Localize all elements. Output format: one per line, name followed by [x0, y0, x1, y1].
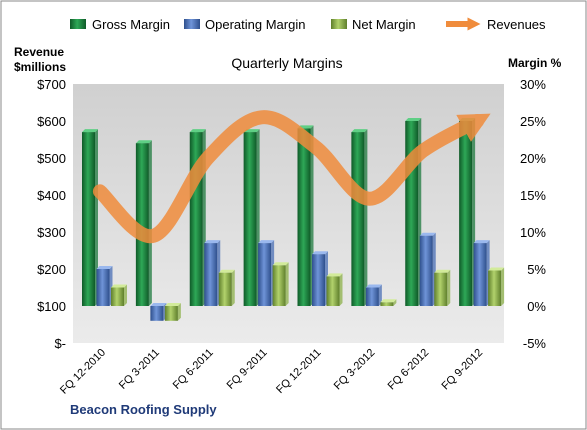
bar-net-margin: [326, 273, 343, 306]
bar-net-margin: [111, 284, 127, 306]
bar-gross-margin: [459, 118, 476, 306]
bar-net-margin: [434, 269, 451, 306]
left-axis-title-line1: Revenue: [14, 45, 64, 59]
bar-gross-margin: [243, 129, 260, 306]
legend-swatch-net-margin: [331, 19, 347, 29]
bar-operating-margin: [204, 240, 221, 306]
right-tick-label: 5%: [527, 262, 546, 277]
bar-gross-margin: [82, 129, 98, 306]
left-tick-label: $600: [37, 114, 66, 129]
bar-operating-margin: [150, 303, 167, 321]
bar-net-margin: [488, 267, 505, 306]
right-tick-label: -5%: [523, 336, 547, 351]
legend-swatch-operating-margin: [184, 19, 200, 29]
bar-net-margin: [164, 303, 181, 321]
left-tick-label: $100: [37, 299, 66, 314]
bar-net-margin: [218, 269, 235, 306]
legend-label-operating-margin: Operating Margin: [205, 17, 305, 32]
left-axis-title-line2: $millions: [14, 60, 66, 74]
right-tick-label: 30%: [520, 77, 546, 92]
right-axis-title: Margin %: [508, 56, 562, 70]
legend-swatch-gross-margin: [70, 19, 86, 29]
bar-gross-margin: [135, 140, 152, 306]
right-tick-label: 25%: [520, 114, 546, 129]
bar-net-margin: [380, 299, 397, 306]
left-tick-label: $-: [54, 336, 66, 351]
left-tick-label: $400: [37, 188, 66, 203]
bar-operating-margin: [419, 232, 436, 306]
bar-gross-margin: [297, 125, 314, 307]
legend: Gross Margin Operating Margin Net Margin…: [70, 17, 546, 32]
chart-title: Quarterly Margins: [231, 55, 342, 71]
bar-operating-margin: [312, 251, 328, 306]
bar-operating-margin: [96, 266, 113, 306]
legend-label-net-margin: Net Margin: [352, 17, 416, 32]
right-tick-label: 0%: [527, 299, 546, 314]
revenue-line-layer: [92, 110, 491, 243]
bars-layer: [82, 118, 505, 321]
left-axis-ticks: $- $100 $200 $300 $400 $500 $600 $700: [37, 77, 66, 351]
left-tick-label: $200: [37, 262, 66, 277]
bar-gross-margin: [351, 129, 368, 306]
right-tick-label: 15%: [520, 188, 546, 203]
right-axis-ticks: -5% 0% 5% 10% 15% 20% 25% 30%: [520, 77, 546, 351]
right-tick-label: 10%: [520, 225, 546, 240]
footer-company-name: Beacon Roofing Supply: [70, 402, 217, 417]
bar-net-margin: [272, 262, 289, 306]
legend-label-revenues: Revenues: [487, 17, 546, 32]
left-tick-label: $500: [37, 151, 66, 166]
right-tick-label: 20%: [520, 151, 546, 166]
legend-label-gross-margin: Gross Margin: [92, 17, 170, 32]
revenues-line: [92, 110, 491, 243]
left-tick-label: $700: [37, 77, 66, 92]
bar-operating-margin: [258, 240, 275, 306]
left-tick-label: $300: [37, 225, 66, 240]
bar-operating-margin: [365, 284, 382, 306]
bar-operating-margin: [473, 240, 490, 306]
